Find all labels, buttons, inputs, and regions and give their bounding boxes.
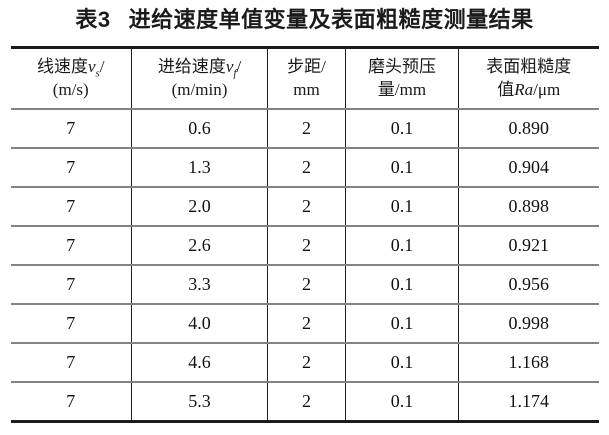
table-cell: 2 — [267, 342, 346, 383]
table-cell: 7 — [10, 108, 132, 149]
table-row: 7 2.6 2 0.1 0.921 — [10, 225, 599, 266]
table-cell: 2 — [267, 147, 346, 188]
column-header-preload: 磨头预压 量/mm — [345, 47, 459, 110]
column-header-step: 步距/ mm — [267, 47, 346, 110]
header-text: 值 — [497, 80, 515, 100]
table-row: 7 3.3 2 0.1 0.956 — [10, 264, 599, 305]
variable-subscript: f — [233, 67, 237, 80]
header-unit: 量/mm — [377, 80, 427, 100]
table-cell: 2.6 — [131, 225, 268, 266]
column-header-feed-rate: 进给速度vf/ (m/min) — [131, 47, 268, 110]
table-header: 线速度vs/ (m/s) 进给速度vf/ (m/min) 步距/ mm 磨头预压… — [10, 47, 599, 110]
table-cell: 2 — [267, 381, 346, 423]
table-row: 7 4.0 2 0.1 0.998 — [10, 303, 599, 344]
table-cell: 2 — [267, 225, 346, 266]
table-cell: 2 — [267, 303, 346, 344]
table-cell: 2.0 — [131, 186, 268, 227]
column-header-linear-speed: 线速度vs/ (m/s) — [10, 47, 132, 110]
table-cell: 0.998 — [458, 303, 599, 344]
table-cell: 7 — [10, 225, 132, 266]
header-text: 表面粗糙度 — [486, 57, 572, 76]
measurement-results-table: 线速度vs/ (m/s) 进给速度vf/ (m/min) 步距/ mm 磨头预压… — [10, 46, 599, 423]
page-title: 表3 进给速度单值变量及表面粗糙度测量结果 — [0, 0, 609, 34]
table-cell: 2 — [267, 108, 346, 149]
table-row: 7 4.6 2 0.1 1.168 — [10, 342, 599, 383]
table-cell: 7 — [10, 186, 132, 227]
table-cell: 0.1 — [345, 381, 459, 423]
table-cell: 5.3 — [131, 381, 268, 423]
header-unit: (m/s) — [52, 80, 89, 100]
header-text: / — [236, 57, 242, 76]
table-cell: 0.6 — [131, 108, 268, 149]
header-row: 线速度vs/ (m/s) 进给速度vf/ (m/min) 步距/ mm 磨头预压… — [10, 47, 599, 110]
table-cell: 0.921 — [458, 225, 599, 266]
header-unit: (m/min) — [171, 80, 228, 100]
variable-symbol: v — [225, 57, 234, 76]
header-text: 磨头预压 — [368, 57, 436, 76]
table-cell: 0.1 — [345, 147, 459, 188]
column-header-roughness: 表面粗糙度 值Ra/μm — [458, 47, 599, 110]
table-row: 7 5.3 2 0.1 1.174 — [10, 381, 599, 423]
header-text: 进给速度 — [157, 57, 226, 76]
table-cell: 0.1 — [345, 264, 459, 305]
table-cell: 0.1 — [345, 186, 459, 227]
table-row: 7 1.3 2 0.1 0.904 — [10, 147, 599, 188]
table-cell: 7 — [10, 381, 132, 423]
table-cell: 0.1 — [345, 225, 459, 266]
table-cell: 7 — [10, 147, 132, 188]
table-cell: 4.0 — [131, 303, 268, 344]
table-cell: 2 — [267, 186, 346, 227]
header-unit: /μm — [533, 80, 561, 100]
table-cell: 2 — [267, 264, 346, 305]
table-cell: 0.1 — [345, 303, 459, 344]
table-row: 7 2.0 2 0.1 0.898 — [10, 186, 599, 227]
table-cell: 7 — [10, 264, 132, 305]
table-cell: 1.3 — [131, 147, 268, 188]
table-row: 7 0.6 2 0.1 0.890 — [10, 108, 599, 149]
table-cell: 1.168 — [458, 342, 599, 383]
header-text: 线速度 — [36, 57, 88, 76]
table-number-label: 表3 — [75, 7, 111, 32]
table-cell: 0.1 — [345, 108, 459, 149]
table-cell: 0.904 — [458, 147, 599, 188]
variable-symbol: Ra — [514, 80, 534, 100]
table-cell: 7 — [10, 342, 132, 383]
variable-subscript: s — [95, 67, 100, 80]
table-cell: 0.898 — [458, 186, 599, 227]
header-text: / — [99, 57, 105, 76]
header-unit: mm — [293, 80, 320, 100]
table-cell: 0.1 — [345, 342, 459, 383]
table-cell: 0.890 — [458, 108, 599, 149]
table-cell: 1.174 — [458, 381, 599, 423]
table-body: 7 0.6 2 0.1 0.890 7 1.3 2 0.1 0.904 7 2.0 2 0.1 0.898 7… — [10, 108, 599, 423]
table-title-text: 进给速度单值变量及表面粗糙度测量结果 — [128, 7, 534, 32]
table-cell: 3.3 — [131, 264, 268, 305]
variable-symbol: v — [87, 57, 96, 76]
table-cell: 7 — [10, 303, 132, 344]
table-cell: 0.956 — [458, 264, 599, 305]
header-text: 步距/ — [287, 57, 326, 76]
table-cell: 4.6 — [131, 342, 268, 383]
